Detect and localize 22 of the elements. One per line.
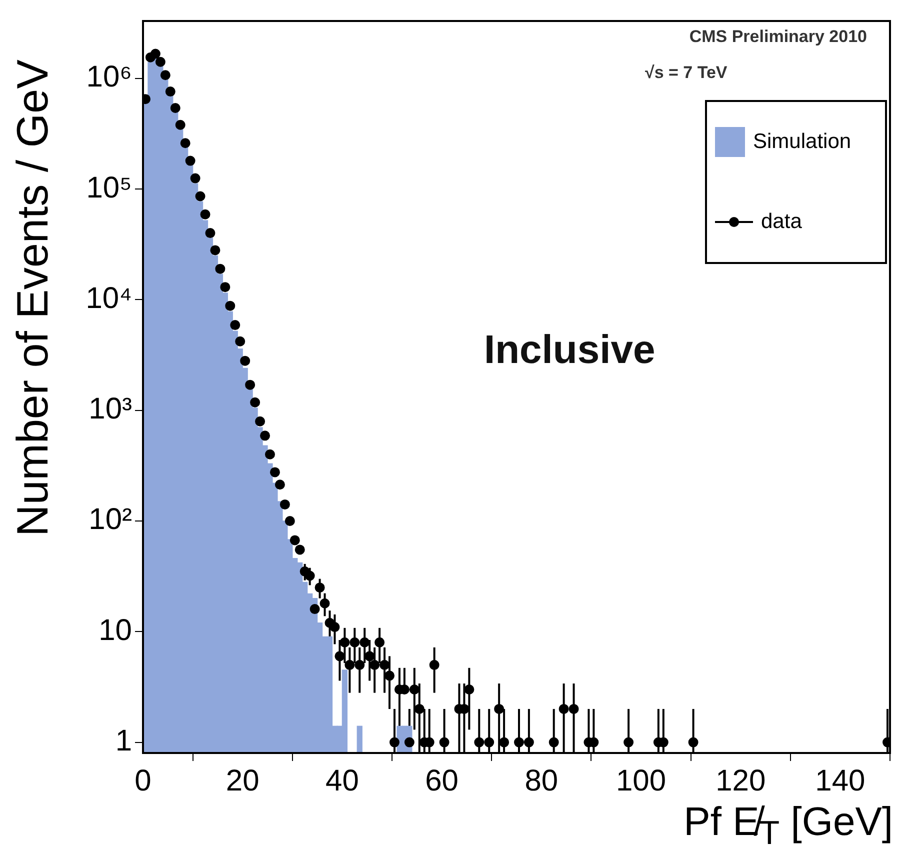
x-tick-label: 100 (616, 764, 666, 798)
y-axis-title: Number of Events / GeV (8, 60, 58, 536)
x-tick-label: 0 (134, 764, 152, 798)
x-tick-label: 40 (326, 764, 359, 798)
y-tick-label: 10² (88, 503, 132, 536)
y-tick-label: 10 (98, 614, 132, 647)
legend-label: Simulation (753, 130, 852, 154)
y-tick-label: 10⁶ (86, 60, 132, 94)
x-tick-label: 120 (716, 764, 766, 798)
annotation: Inclusive (484, 328, 656, 373)
annotation: √s = 7 TeV (645, 63, 728, 83)
y-tick-label: 10³ (88, 392, 132, 426)
x-tick-label: 20 (226, 764, 260, 798)
y-tick-label: 10⁵ (86, 171, 132, 204)
x-tick-label: 80 (524, 764, 558, 798)
y-tick-label: 1 (115, 724, 132, 758)
y-tick-label: 10⁴ (86, 282, 132, 315)
annotation: CMS Preliminary 2010 (689, 27, 867, 47)
x-tick-label: 140 (815, 764, 866, 798)
x-axis-title: Pf E̸$_{T}$ [GeV] (684, 800, 893, 853)
legend-label: data (761, 210, 802, 234)
x-tick-label: 60 (425, 764, 458, 798)
